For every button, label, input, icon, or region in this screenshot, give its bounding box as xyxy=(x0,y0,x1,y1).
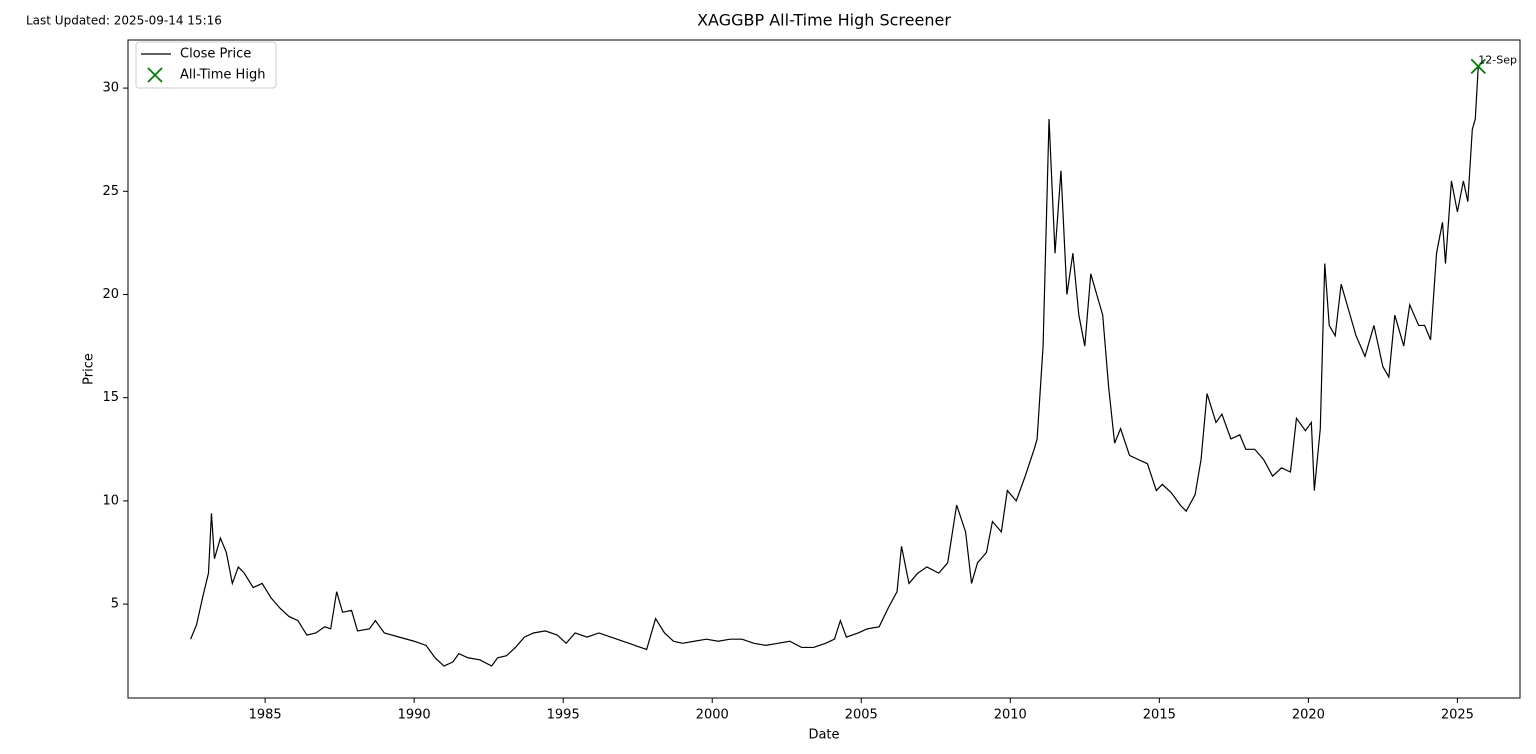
x-tick-label: 1990 xyxy=(398,708,431,723)
price-line xyxy=(190,66,1479,667)
y-tick-label: 10 xyxy=(102,493,119,508)
x-tick-label: 2020 xyxy=(1292,708,1325,723)
plot-frame xyxy=(127,39,1521,699)
x-tick-label: 2010 xyxy=(994,708,1027,723)
y-tick-label: 20 xyxy=(102,287,119,302)
y-axis-label: Price xyxy=(82,353,97,385)
legend-marker-swatch xyxy=(147,67,163,83)
ath-marker xyxy=(1470,58,1486,75)
x-tick-label: 2005 xyxy=(845,708,878,723)
legend-label: All-Time High xyxy=(180,68,265,83)
y-tick-label: 25 xyxy=(102,184,119,199)
y-tick-label: 15 xyxy=(102,390,119,405)
y-tick-label: 30 xyxy=(102,81,119,96)
x-tick-label: 2000 xyxy=(696,708,729,723)
y-tick-label: 5 xyxy=(111,597,119,612)
x-axis-label: Date xyxy=(808,728,839,743)
x-tick-label: 1985 xyxy=(249,708,282,723)
legend-label: Close Price xyxy=(180,47,251,62)
ath-annotation: 12-Sep xyxy=(1478,53,1517,66)
x-tick-label: 2025 xyxy=(1441,708,1474,723)
x-tick-label: 2015 xyxy=(1143,708,1176,723)
last-updated: Last Updated: 2025-09-14 15:16 xyxy=(26,14,222,28)
chart-title: XAGGBP All-Time High Screener xyxy=(697,11,951,30)
x-tick-label: 1995 xyxy=(547,708,580,723)
